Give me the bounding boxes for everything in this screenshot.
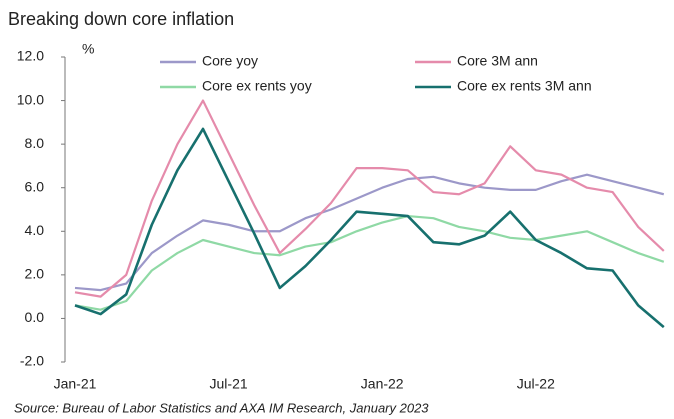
series-line: [74, 99, 665, 298]
series-line: [74, 127, 665, 329]
legend-label: Core ex rents yoy: [202, 78, 312, 94]
x-tick-label: Jul-22: [517, 376, 555, 392]
source-note: Source: Bureau of Labor Statistics and A…: [14, 400, 429, 415]
y-tick-label: -2.0: [20, 353, 44, 369]
series-line: [74, 214, 665, 311]
legend-label: Core ex rents 3M ann: [457, 78, 592, 94]
x-tick-label: Jan-22: [361, 376, 404, 392]
y-tick-label: 0.0: [25, 309, 45, 325]
y-tick-label: 12.0: [17, 48, 44, 64]
y-tick-label: 4.0: [25, 222, 45, 238]
y-tick-label: 10.0: [17, 91, 44, 107]
y-tick-label: 2.0: [25, 266, 45, 282]
series-line: [74, 173, 665, 292]
legend-label: Core yoy: [202, 53, 258, 69]
legend-label: Core 3M ann: [457, 53, 538, 69]
x-tick-label: Jan-21: [54, 376, 97, 392]
y-axis-label: %: [82, 41, 94, 57]
x-tick-label: Jul-21: [210, 376, 248, 392]
chart-title: Breaking down core inflation: [8, 9, 234, 29]
y-tick-label: 8.0: [25, 135, 45, 151]
y-tick-label: 6.0: [25, 178, 45, 194]
